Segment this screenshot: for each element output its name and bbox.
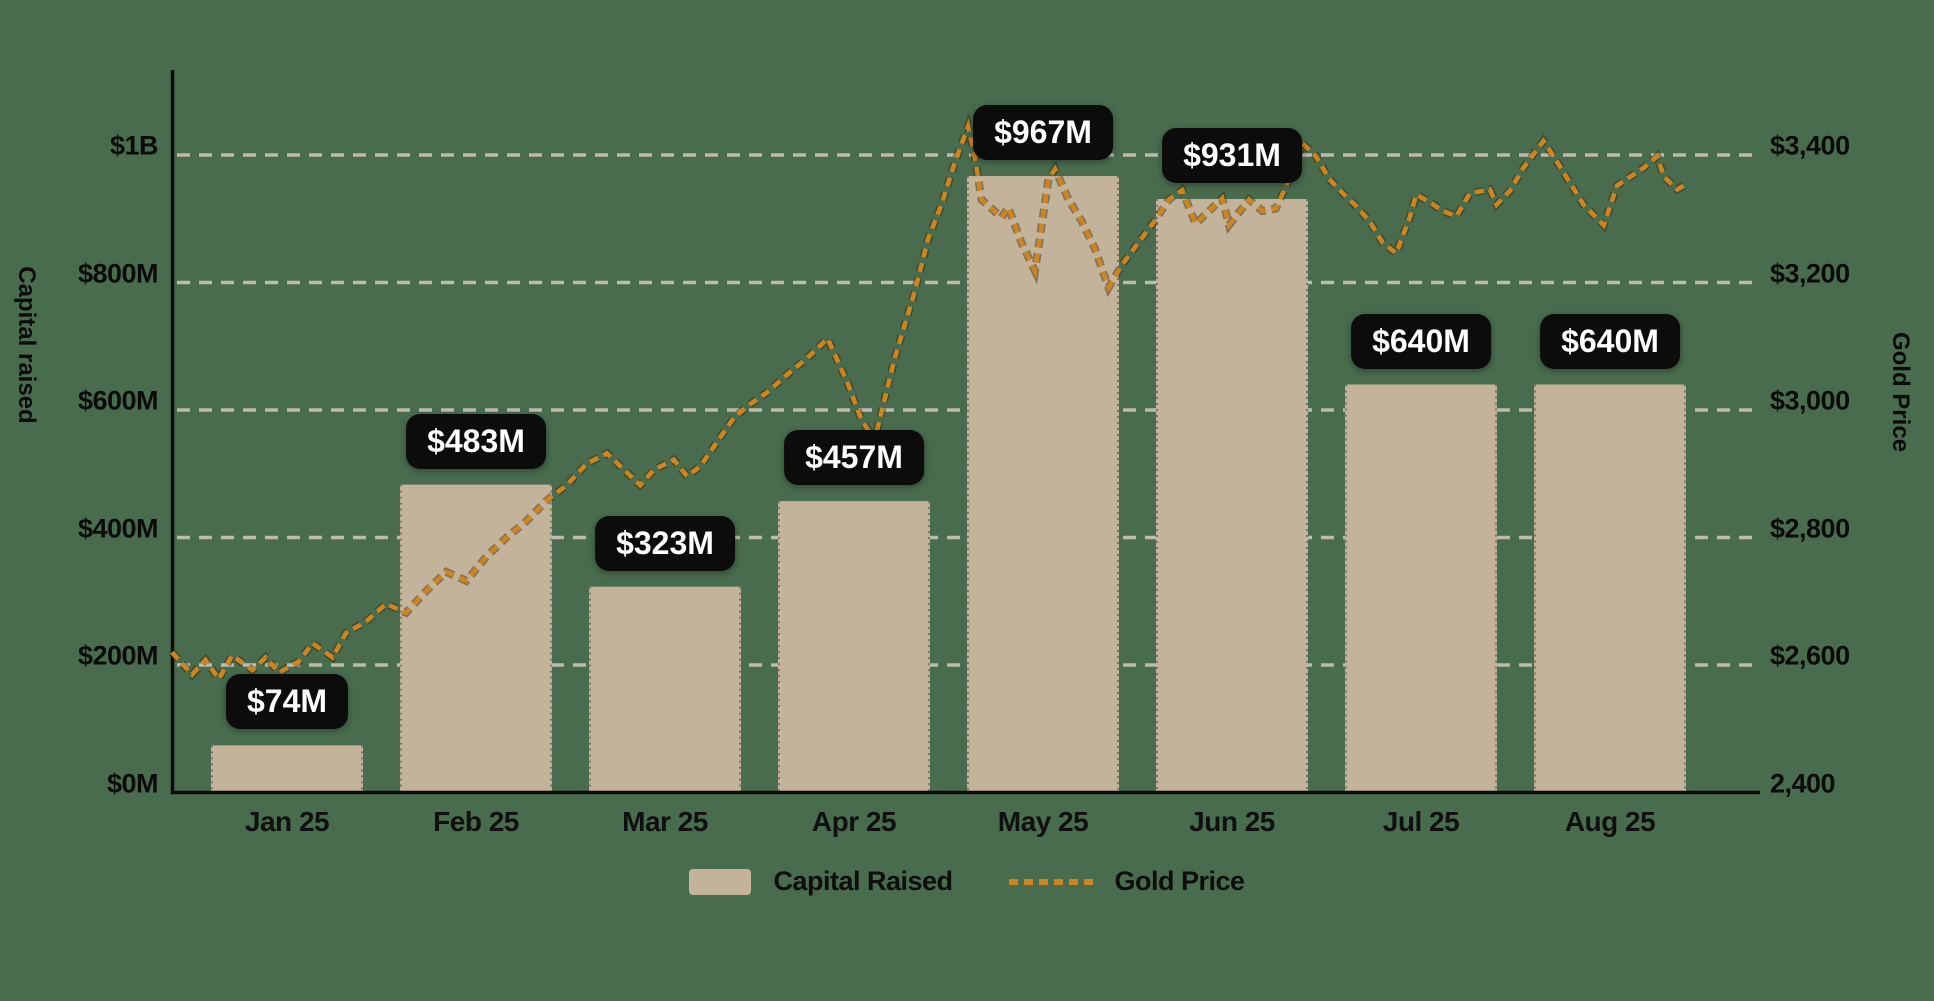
right-tick-label: 2,400 — [1770, 768, 1836, 798]
bar-value-pill: $74M — [225, 674, 349, 730]
bar-value-pill: $931M — [1162, 127, 1302, 183]
capital-bar — [589, 586, 741, 794]
month-label: May 25 — [997, 806, 1089, 837]
capital-swatch — [689, 868, 752, 895]
month-label: Aug 25 — [1564, 806, 1656, 837]
left-tick-label: $800M — [77, 258, 159, 288]
legend-label-gold: Gold Price — [1114, 866, 1246, 896]
gold-price-line — [170, 118, 1686, 684]
capital-bar — [1345, 384, 1497, 794]
capital-bar — [1156, 198, 1308, 795]
bar-value-pill: $640M — [1351, 313, 1491, 369]
right-tick-label: $3,000 — [1770, 385, 1850, 416]
capital-bar — [967, 176, 1119, 795]
left-tick-label: $600M — [77, 385, 159, 416]
left-tick-label: $0M — [106, 768, 159, 798]
left-tick-label: $400M — [77, 513, 159, 543]
capital-bar — [211, 745, 363, 794]
right-tick-label: $2,600 — [1770, 640, 1850, 671]
month-label: Jun 25 — [1189, 806, 1275, 837]
left-axis-title: Capital raised — [13, 266, 40, 424]
right-tick-label: $2,800 — [1770, 513, 1850, 543]
month-label: Mar 25 — [622, 806, 708, 837]
bar-value-pill: $457M — [784, 430, 924, 486]
right-tick-label: $3,400 — [1770, 130, 1850, 161]
month-label: Jul 25 — [1382, 806, 1460, 837]
bars-layer — [211, 176, 1686, 795]
legend-item-gold: Gold Price — [1008, 866, 1246, 897]
left-tick-label: $1B — [109, 130, 159, 161]
month-label: Apr 25 — [811, 806, 897, 837]
right-axis-title: Gold Price — [1887, 331, 1914, 453]
legend-label-capital: Capital Raised — [773, 866, 953, 896]
month-label: Jan 25 — [244, 806, 330, 837]
bar-value-pill: $483M — [406, 413, 546, 469]
month-label: Feb 25 — [433, 806, 519, 837]
legend: Capital Raised Gold Price — [0, 866, 1934, 897]
gold-dotted-swatch — [1008, 878, 1093, 885]
left-tick-label: $200M — [77, 640, 159, 671]
capital-bar — [778, 501, 930, 794]
capital-bar — [1534, 384, 1686, 794]
right-tick-label: $3,200 — [1770, 258, 1850, 288]
bar-value-pill: $967M — [973, 105, 1113, 161]
legend-item-capital: Capital Raised — [689, 866, 953, 897]
bar-value-pill: $323M — [595, 515, 735, 571]
bar-value-pill: $640M — [1540, 313, 1680, 369]
capital-bar — [400, 484, 552, 794]
